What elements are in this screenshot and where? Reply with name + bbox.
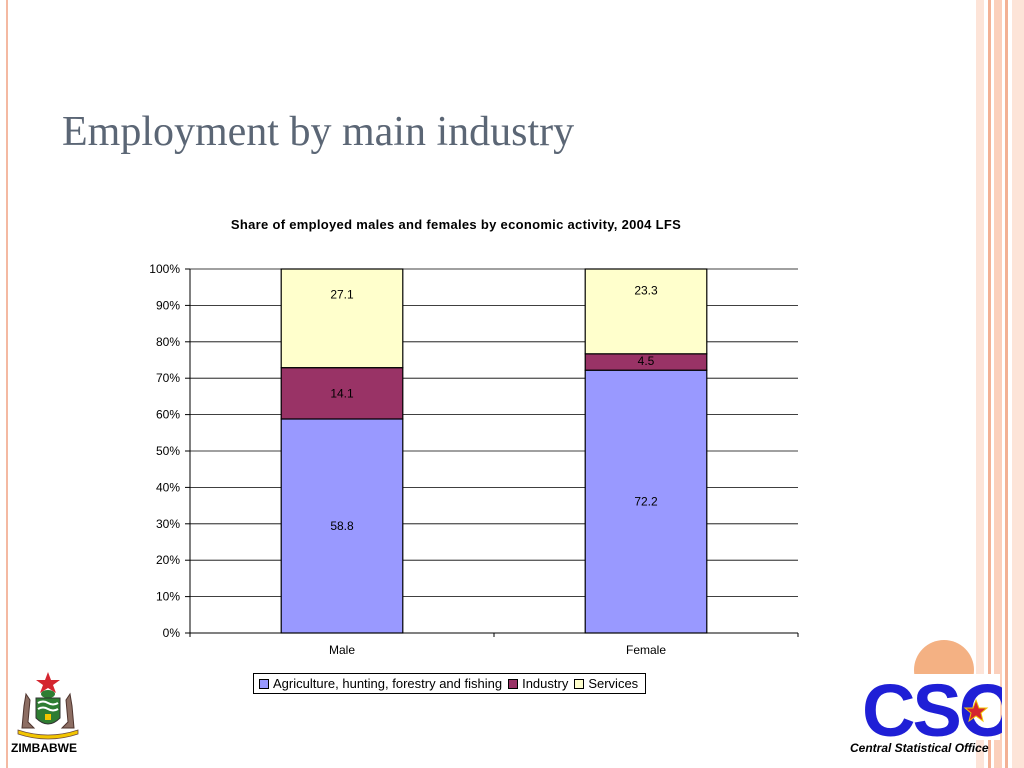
data-label: 72.2 bbox=[634, 495, 658, 509]
x-tick-label: Female bbox=[626, 643, 666, 657]
bar-segment bbox=[280, 418, 404, 634]
left-edge-decoration bbox=[0, 0, 12, 768]
cso-caption: Central Statistical Office bbox=[850, 741, 989, 755]
zimbabwe-caption: ZIMBABWE bbox=[11, 741, 77, 755]
y-tick-label: 80% bbox=[156, 335, 180, 349]
bar-segment bbox=[584, 369, 708, 634]
legend-swatch-services bbox=[574, 678, 585, 689]
data-label: 14.1 bbox=[330, 386, 354, 400]
chart-title: Share of employed males and females by e… bbox=[231, 217, 681, 232]
y-tick-label: 50% bbox=[156, 444, 180, 458]
legend-swatch-industry bbox=[508, 678, 519, 689]
legend-item-agriculture: Agriculture, hunting, forestry and fishi… bbox=[259, 676, 502, 691]
y-axis-tick-labels: 0% 10% 20% 30% 40% 50% 60% 70% 80% 90% 100% bbox=[149, 262, 180, 640]
data-labels: 58.8 14.1 27.1 72.2 4.5 23.3 bbox=[330, 283, 658, 533]
y-tick-label: 70% bbox=[156, 371, 180, 385]
x-tick-label: Male bbox=[329, 643, 355, 657]
data-label: 4.5 bbox=[638, 354, 655, 368]
data-label: 23.3 bbox=[634, 283, 658, 297]
y-tick-label: 90% bbox=[156, 298, 180, 312]
zimbabwe-coat-of-arms-logo bbox=[8, 670, 88, 747]
y-tick-label: 60% bbox=[156, 408, 180, 422]
x-axis-tick-labels: Male Female bbox=[329, 643, 666, 657]
axes bbox=[185, 268, 799, 637]
cso-logo-text: CSO bbox=[862, 669, 1002, 740]
legend-item-services: Services bbox=[574, 676, 638, 691]
slide-title: Employment by main industry bbox=[62, 109, 575, 155]
legend-label-industry: Industry bbox=[522, 676, 569, 691]
data-label: 27.1 bbox=[330, 288, 354, 302]
y-tick-label: 100% bbox=[149, 262, 180, 276]
bar-segment bbox=[584, 268, 708, 355]
cso-logo: CSO bbox=[862, 640, 1002, 740]
right-edge-stripes bbox=[976, 0, 1024, 768]
legend-label-services: Services bbox=[588, 676, 639, 691]
y-tick-label: 30% bbox=[156, 517, 180, 531]
y-tick-label: 10% bbox=[156, 590, 180, 604]
legend-swatch-agriculture bbox=[259, 678, 269, 689]
data-label: 58.8 bbox=[330, 519, 354, 533]
legend-item-industry: Industry bbox=[508, 676, 568, 691]
chart-legend: Agriculture, hunting, forestry and fishi… bbox=[253, 673, 647, 694]
legend-label-agriculture: Agriculture, hunting, forestry and fishi… bbox=[273, 676, 503, 691]
bars bbox=[280, 268, 708, 634]
y-tick-label: 40% bbox=[156, 480, 180, 494]
y-tick-label: 20% bbox=[156, 553, 180, 567]
y-tick-label: 0% bbox=[163, 626, 181, 640]
bar-segment bbox=[280, 367, 404, 420]
bar-segment bbox=[280, 268, 404, 369]
